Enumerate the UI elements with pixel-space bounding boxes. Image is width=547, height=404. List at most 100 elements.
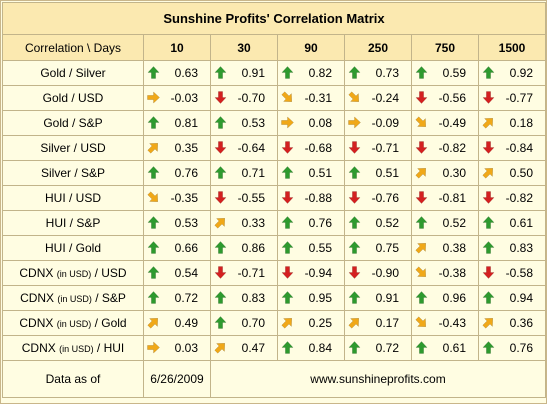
correlation-value: 0.03 [174,341,198,355]
arrow-up-right-icon [482,317,494,329]
correlation-cell: 0.91 [210,60,278,86]
row-label-currency-note: (in USD) [57,294,92,304]
correlation-value: 0.76 [509,341,533,355]
correlation-value: -0.70 [237,91,265,105]
correlation-value: 0.35 [174,141,198,155]
arrow-down-icon [348,266,361,279]
correlation-value: -0.81 [438,191,466,205]
header-days-90: 90 [277,34,345,61]
correlation-value: 0.83 [509,241,533,255]
correlation-value: 0.76 [308,216,332,230]
correlation-value: -0.71 [237,266,265,280]
correlation-value: 0.49 [174,316,198,330]
correlation-cell: -0.55 [210,185,278,211]
correlation-value: 0.66 [174,241,198,255]
arrow-up-icon [415,216,428,229]
correlation-cell: 0.75 [344,235,412,261]
arrow-down-icon [214,91,227,104]
correlation-cell: 0.52 [411,210,479,236]
header-days-250: 250 [344,34,412,61]
arrow-down-right-icon [415,266,427,278]
arrow-down-icon [348,141,361,154]
correlation-cell: 0.76 [277,210,345,236]
correlation-cell: 0.71 [210,160,278,186]
row-label-suffix: / S&P [91,291,126,305]
correlation-value: 0.94 [509,291,533,305]
arrow-up-icon [348,66,361,79]
correlation-value: 0.61 [509,216,533,230]
correlation-cell: 0.86 [210,235,278,261]
correlation-cell: 0.66 [143,235,211,261]
arrow-up-icon [147,291,160,304]
correlation-cell: 0.25 [277,310,345,336]
arrow-up-icon [214,316,227,329]
arrow-up-icon [281,216,294,229]
correlation-cell: 0.83 [478,235,546,261]
arrow-up-icon [482,291,495,304]
correlation-cell: 0.30 [411,160,479,186]
website-text: www.sunshineprofits.com [210,360,546,398]
correlation-value: -0.82 [438,141,466,155]
arrow-right-icon [348,116,361,129]
correlation-value: -0.68 [304,141,332,155]
correlation-cell: -0.84 [478,135,546,161]
correlation-cell: 0.35 [143,135,211,161]
correlation-value: -0.35 [170,191,198,205]
correlation-value: -0.94 [304,266,332,280]
correlation-cell: 0.49 [143,310,211,336]
arrow-up-right-icon [147,142,159,154]
row-label: CDNX (in USD) / Gold [2,310,144,336]
correlation-cell: 0.96 [411,285,479,311]
correlation-value: -0.84 [505,141,533,155]
arrow-up-right-icon [482,117,494,129]
header-days-1500: 1500 [478,34,546,61]
correlation-value: 0.51 [308,166,332,180]
row-label-text: Silver / S&P [40,166,106,180]
row-label-currency-note: (in USD) [59,344,94,354]
row-label-suffix: / HUI [93,341,125,355]
row-label-suffix: / USD [91,266,127,280]
correlation-value: 0.30 [442,166,466,180]
row-label-text: HUI / Gold [44,241,101,255]
arrow-up-icon [147,241,160,254]
row-label-prefix: CDNX [21,341,60,355]
correlation-value: 0.08 [308,116,332,130]
row-label-currency-note: (in USD) [56,319,92,329]
correlation-value: 0.72 [375,341,399,355]
correlation-cell: -0.90 [344,260,412,286]
arrow-up-right-icon [482,167,494,179]
correlation-value: 0.54 [174,266,198,280]
correlation-value: 0.52 [375,216,399,230]
correlation-cell: 0.51 [277,160,345,186]
matrix-row: Silver / S&P 0.76 0.71 0.51 0.51 0.30 0.50 [2,160,546,186]
correlation-cell: 0.38 [411,235,479,261]
correlation-cell: 0.76 [478,335,546,361]
correlation-cell: -0.31 [277,85,345,111]
header-row: Correlation \ Days 10 30 90 250 750 1500 [2,34,546,61]
correlation-value: -0.49 [438,116,466,130]
arrow-up-icon [482,241,495,254]
correlation-cell: 0.92 [478,60,546,86]
correlation-cell: -0.35 [143,185,211,211]
arrow-up-icon [281,341,294,354]
correlation-value: -0.82 [505,191,533,205]
matrix-row: Gold / USD -0.03 -0.70 -0.31 -0.24 -0.56 -0.77 [2,85,546,111]
correlation-value: 0.84 [308,341,332,355]
correlation-cell: 0.95 [277,285,345,311]
correlation-cell: 0.53 [210,110,278,136]
correlation-value: 0.72 [174,291,198,305]
arrow-up-icon [147,66,160,79]
correlation-cell: 0.61 [411,335,479,361]
correlation-cell: -0.03 [143,85,211,111]
row-label-suffix: / Gold [91,316,127,330]
correlation-cell: 0.52 [344,210,412,236]
correlation-value: 0.53 [241,116,265,130]
correlation-value: -0.64 [237,141,265,155]
correlation-cell: -0.71 [210,260,278,286]
row-label-prefix: CDNX [20,291,58,305]
correlation-value: 0.51 [375,166,399,180]
arrow-up-icon [281,166,294,179]
correlation-cell: 0.72 [143,285,211,311]
correlation-value: 0.76 [174,166,198,180]
